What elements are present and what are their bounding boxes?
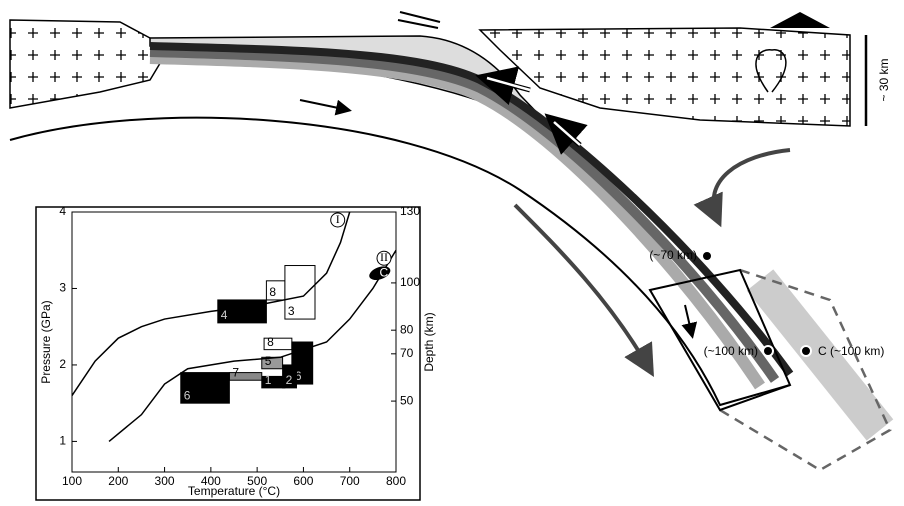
y2-tick-label: 130 bbox=[400, 204, 420, 218]
curve-label: II bbox=[380, 250, 388, 264]
box-label: 5 bbox=[265, 354, 272, 368]
box-label: 3 bbox=[288, 304, 295, 318]
y2-tick-label: 50 bbox=[400, 393, 414, 407]
curve-label: I bbox=[336, 212, 340, 226]
box-label: 8 bbox=[267, 335, 274, 349]
y2-axis-title: Depth (km) bbox=[422, 312, 436, 371]
box-label: 8 bbox=[269, 285, 276, 299]
x-tick-label: 300 bbox=[155, 474, 175, 488]
marker-label: C (~100 km) bbox=[818, 344, 884, 358]
inset-frame bbox=[36, 207, 420, 500]
x-tick-label: 400 bbox=[201, 474, 221, 488]
y-tick-label: 4 bbox=[59, 204, 66, 218]
x-tick-label: 500 bbox=[247, 474, 267, 488]
y-tick-label: 3 bbox=[59, 281, 66, 295]
y2-tick-label: 70 bbox=[400, 346, 414, 360]
x-tick-label: 600 bbox=[293, 474, 313, 488]
box-label: 6 bbox=[184, 388, 191, 402]
box-label: 7 bbox=[232, 365, 239, 379]
x-tick-label: 200 bbox=[108, 474, 128, 488]
y2-tick-label: 100 bbox=[400, 275, 420, 289]
box-label: 1 bbox=[265, 373, 272, 387]
y-axis-title: Pressure (GPa) bbox=[39, 300, 53, 383]
scale-label: ~ 30 km bbox=[877, 58, 891, 101]
box-label: 2 bbox=[286, 373, 293, 387]
x-tick-label: 700 bbox=[340, 474, 360, 488]
y-tick-label: 1 bbox=[59, 434, 66, 448]
marker-label: (~70 km) bbox=[649, 248, 697, 262]
marker-label: (~100 km) bbox=[704, 344, 758, 358]
y-tick-label: 2 bbox=[59, 357, 66, 371]
figure: ~ 30 km (~70 km) (~100 km) C (~100 km) T… bbox=[0, 0, 904, 506]
point-label: C bbox=[379, 265, 388, 279]
x-tick-label: 100 bbox=[62, 474, 82, 488]
y2-tick-label: 80 bbox=[400, 322, 414, 336]
x-tick-label: 800 bbox=[386, 474, 406, 488]
